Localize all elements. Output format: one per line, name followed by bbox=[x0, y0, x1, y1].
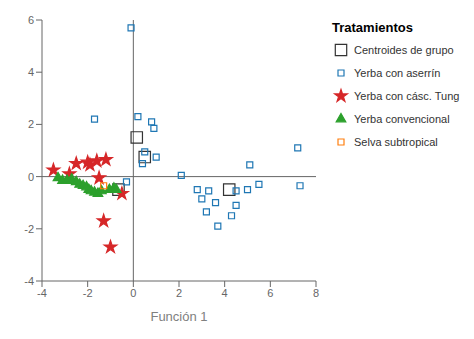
svg-text:0: 0 bbox=[130, 287, 136, 299]
html-text:Yerba con aserrín: Yerba con aserrín bbox=[354, 67, 441, 79]
html-text:Centroides de grupo: Centroides de grupo bbox=[354, 44, 454, 56]
svg-text:-2: -2 bbox=[83, 287, 93, 299]
svg-text:-4: -4 bbox=[37, 287, 47, 299]
svg-text:6: 6 bbox=[28, 14, 34, 26]
html-text:Tratamientos: Tratamientos bbox=[332, 20, 413, 35]
svg-text:4: 4 bbox=[222, 287, 228, 299]
svg-text:Función 1: Función 1 bbox=[150, 309, 207, 324]
svg-text:0: 0 bbox=[28, 171, 34, 183]
svg-text:4: 4 bbox=[28, 66, 34, 78]
html-text:Yerba con cásc. Tung: Yerba con cásc. Tung bbox=[354, 90, 460, 102]
svg-text:-4: -4 bbox=[24, 275, 34, 287]
svg-text:8: 8 bbox=[313, 287, 319, 299]
svg-text:2: 2 bbox=[28, 118, 34, 130]
html-text:Yerba convencional: Yerba convencional bbox=[354, 113, 450, 125]
svg-text:2: 2 bbox=[176, 287, 182, 299]
svg-text:-2: -2 bbox=[24, 223, 34, 235]
html-text:Selva subtropical: Selva subtropical bbox=[354, 136, 438, 148]
svg-text:6: 6 bbox=[267, 287, 273, 299]
